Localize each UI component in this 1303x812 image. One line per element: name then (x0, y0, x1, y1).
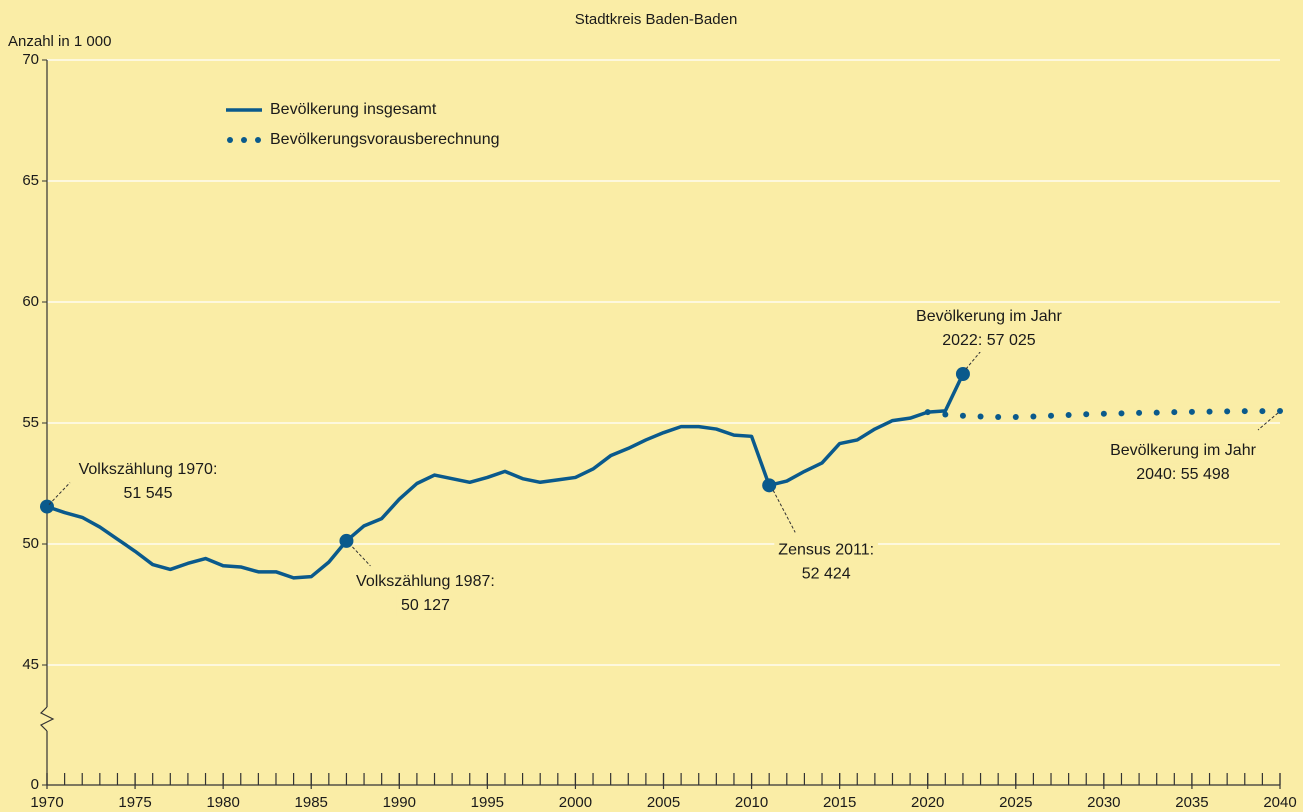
legend-dot (241, 137, 247, 143)
annotation-label: 2022: 57 025 (942, 332, 1036, 349)
x-tick-label: 1975 (118, 794, 151, 811)
x-tick-label: 2040 (1263, 794, 1296, 811)
annotation-label: Zensus 2011: (778, 542, 874, 559)
projection-dot (1259, 408, 1266, 415)
projection-dot (977, 413, 984, 420)
x-tick-label: 1970 (30, 794, 63, 811)
projection-dot (1030, 413, 1037, 420)
projection-dot (1118, 410, 1125, 417)
projection-dot (1171, 409, 1178, 416)
x-tick-label: 1980 (206, 794, 239, 811)
x-tick-label: 1985 (295, 794, 328, 811)
x-tick-label: 1995 (471, 794, 504, 811)
leader-line (772, 490, 796, 533)
x-tick-label: 2020 (911, 794, 944, 811)
projection-dot (924, 409, 931, 416)
x-tick-label: 2000 (559, 794, 592, 811)
projection-dot (1065, 412, 1072, 419)
annotation-label: Volkszählung 1970: (79, 461, 218, 478)
label-background (119, 482, 177, 505)
projection-dot (1224, 408, 1231, 415)
x-tick-label: 2015 (823, 794, 856, 811)
legend-label: Bevölkerung insgesamt (270, 101, 437, 118)
label-background (74, 458, 222, 481)
label-background (352, 570, 499, 593)
label-background (797, 563, 855, 586)
y-tick-label: 65 (22, 172, 39, 189)
label-background (1132, 463, 1234, 486)
y-tick-label: 45 (22, 656, 39, 673)
leader-line (965, 350, 982, 370)
y-tick-label: 55 (22, 414, 39, 431)
label-background (938, 329, 1040, 352)
annotation-label: Volkszählung 1987: (356, 573, 495, 590)
projection-dot (995, 413, 1002, 420)
projection-dot (942, 411, 949, 418)
highlight-marker (762, 478, 777, 493)
projection-dot (1206, 408, 1213, 415)
legend-dot (255, 137, 261, 143)
y-tick-label: 0 (31, 776, 39, 793)
leader-line (48, 482, 71, 505)
x-tick-label: 2025 (999, 794, 1032, 811)
label-background (396, 594, 454, 617)
label-background (912, 305, 1066, 328)
projection-dot (959, 412, 966, 419)
x-tick-label: 2030 (1087, 794, 1120, 811)
highlight-marker (955, 366, 970, 381)
annotations: Volkszählung 1970: 51 545 Volkszählung 198… (48, 305, 1279, 617)
x-tick-label: 1990 (383, 794, 416, 811)
projection-dot (1083, 411, 1090, 418)
x-tick-label: 2005 (647, 794, 680, 811)
annotation-label: 50 127 (401, 597, 450, 614)
highlight-marker (339, 533, 354, 548)
projection-dot (1188, 408, 1195, 415)
annotation-label: 2040: 55 498 (1136, 466, 1230, 483)
annotation-label: Bevölkerung im Jahr (916, 308, 1063, 325)
population-line (46, 373, 965, 580)
highlight-marker (40, 499, 54, 514)
label-background (774, 539, 879, 562)
projection-dot (1136, 409, 1143, 416)
projection-dot (1241, 408, 1248, 415)
projection-dot (1277, 407, 1283, 414)
x-tick-label: 2035 (1175, 794, 1208, 811)
annotation-label: 52 424 (802, 566, 851, 583)
axis-break (39, 706, 55, 732)
chart-title: Stadtkreis Baden-Baden (575, 11, 738, 28)
leader-line (1257, 412, 1279, 431)
y-tick-label: 70 (22, 51, 39, 68)
x-tick-label: 2010 (735, 794, 768, 811)
projection-dot (1012, 413, 1019, 420)
legend-label: Bevölkerungsvorausberechnung (270, 131, 499, 148)
label-background (1106, 439, 1260, 462)
y-tick-label: 50 (22, 535, 39, 552)
annotation-label: Bevölkerung im Jahr (1110, 442, 1257, 459)
y-axis-label: Anzahl in 1 000 (8, 33, 111, 50)
legend-dot (227, 137, 233, 143)
projection-dot (1153, 409, 1160, 416)
y-tick-label: 60 (22, 293, 39, 310)
projection-dot (1048, 412, 1055, 419)
projection-dot (1100, 410, 1107, 417)
annotation-label: 51 545 (124, 485, 173, 502)
leader-line (352, 546, 371, 567)
